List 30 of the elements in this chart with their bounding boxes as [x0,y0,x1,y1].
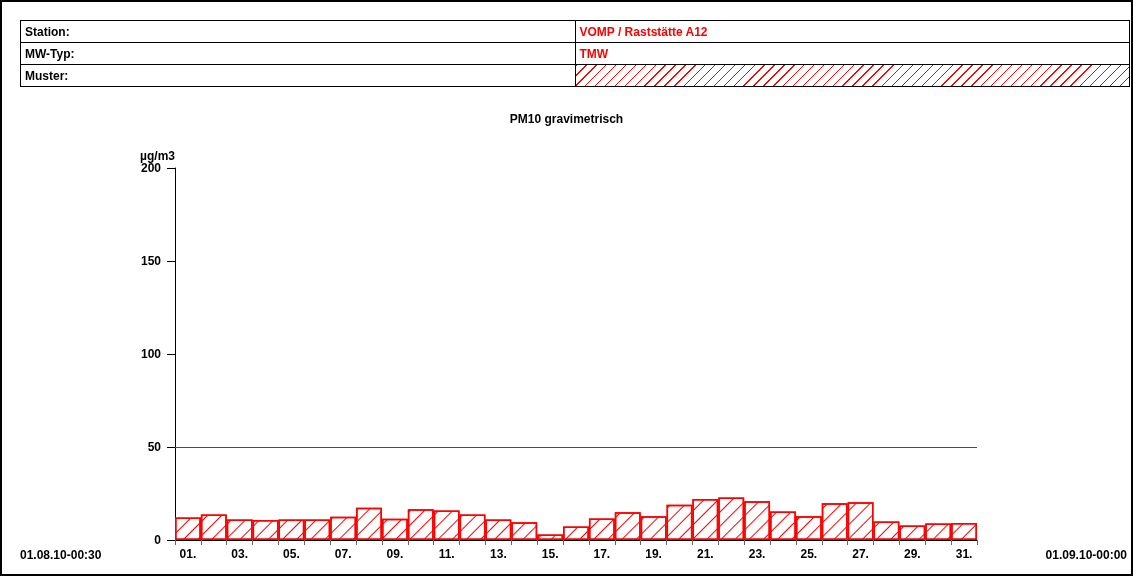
x-tick-label: 07. [334,547,352,561]
y-tick-label: 50 [147,440,162,454]
y-tick-label: 150 [140,254,162,268]
text: Muster: [20,64,575,87]
text: 01.08.10-00:30 [20,548,102,562]
x-tick-label: 31. [955,547,973,561]
y-tick-label: 100 [140,347,162,361]
text: Station: [20,20,575,43]
x-tick-label: 21. [697,547,714,561]
x-tick-label: 27. [852,547,869,561]
text: MW-Typ: [20,42,575,65]
x-tick-label: 29. [903,547,921,561]
x-tick-label: 09. [386,547,404,561]
y-tick-label: 0 [154,533,162,547]
chart-title: PM10 gravimetrisch [509,112,624,126]
x-tick-label: 19. [645,547,662,561]
x-tick-label: 11. [438,547,455,561]
x-tick-label: 17. [593,547,611,561]
x-tick-label: 03. [231,547,249,561]
x-tick-label: 13. [490,547,507,561]
x-tick-label: 15. [541,547,559,561]
x-tick-label: 05. [283,547,300,561]
x-tick-label: 23. [748,547,766,561]
x-tick-label: 25. [800,547,818,561]
text: VOMP / Raststätte A12 [575,20,1130,43]
x-tick-label: 01. [179,547,197,561]
y-axis-title: µg/m3 [140,149,176,163]
text: 01.09.10-00:00 [1045,548,1127,562]
text: TMW [575,42,1130,65]
y-tick-label: 200 [140,161,162,175]
